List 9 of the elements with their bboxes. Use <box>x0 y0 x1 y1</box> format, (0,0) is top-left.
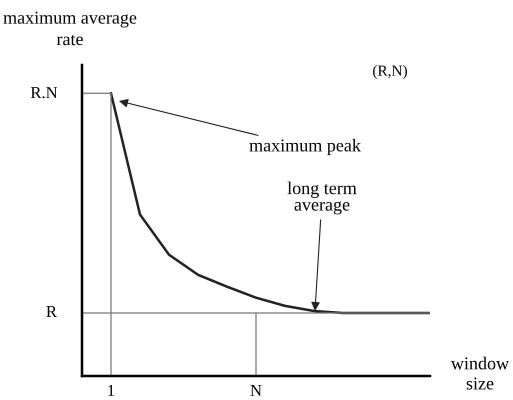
x-axis-title: window size <box>450 356 510 390</box>
text: R.N <box>30 87 58 98</box>
annotation: maximum peak <box>249 138 361 156</box>
annotation: long term average <box>288 182 357 214</box>
text: (R,N) <box>373 65 407 79</box>
ref-line-label: R <box>46 306 57 317</box>
x-tick-label: 1 <box>108 384 114 396</box>
y-axis-title: maximum average rate <box>3 12 136 46</box>
x-tick-label: N <box>250 384 262 396</box>
